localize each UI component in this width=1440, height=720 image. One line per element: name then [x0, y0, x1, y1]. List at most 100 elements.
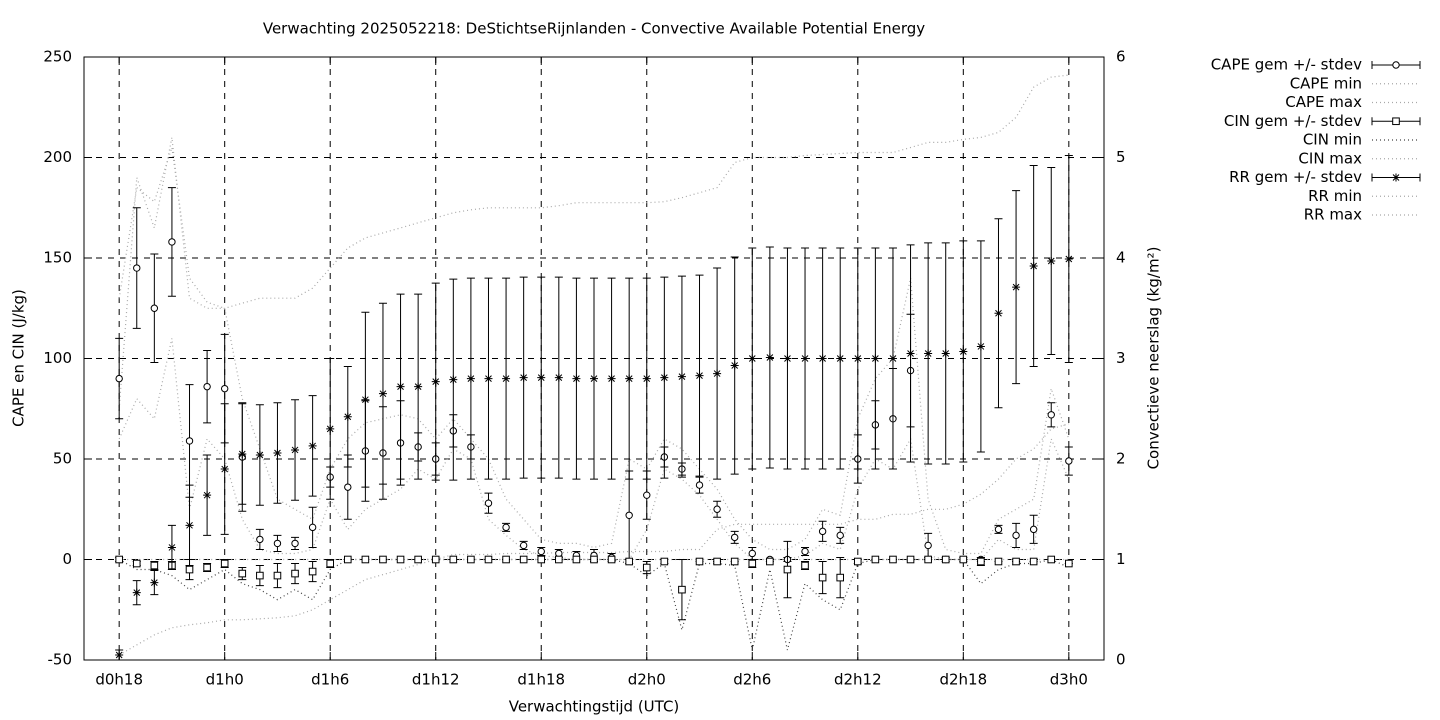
data-point — [1065, 457, 1073, 465]
data-point — [941, 555, 950, 564]
legend-label: CAPE min — [1290, 74, 1362, 92]
data-point — [783, 354, 792, 363]
data-point — [220, 384, 229, 393]
data-point — [695, 371, 704, 380]
data-point — [203, 563, 211, 572]
data-point — [519, 541, 528, 550]
data-point — [994, 309, 1003, 318]
data-point — [994, 557, 1003, 566]
data-point — [976, 342, 985, 351]
data-point — [537, 555, 546, 564]
data-point — [818, 527, 827, 536]
legend-label: RR max — [1304, 206, 1362, 224]
legend-label: CAPE gem +/- stdev — [1211, 56, 1362, 74]
x-axis-label: Verwachtingstijd (UTC) — [509, 698, 680, 716]
data-point — [713, 557, 721, 566]
data-point — [291, 539, 299, 548]
data-point — [1047, 257, 1056, 266]
data-point — [888, 354, 897, 363]
data-point — [572, 374, 581, 383]
data-point — [906, 555, 915, 564]
data-point — [836, 354, 845, 363]
data-point — [326, 424, 335, 433]
legend-label: CIN gem +/- stdev — [1224, 112, 1362, 130]
y2-tick-label: 4 — [1116, 249, 1126, 267]
data-point — [836, 573, 845, 582]
data-point — [466, 374, 475, 383]
y-tick-label: -50 — [48, 651, 73, 669]
data-point — [660, 557, 669, 566]
data-point — [924, 541, 932, 550]
data-point — [748, 559, 757, 568]
y-axis-label: CAPE en CIN (J/kg) — [10, 289, 28, 427]
data-point — [115, 650, 124, 659]
data-point — [607, 374, 616, 383]
data-point — [1029, 557, 1038, 566]
data-point — [185, 521, 194, 530]
y-tick-label: 150 — [43, 249, 72, 267]
data-point — [643, 491, 651, 499]
data-point — [308, 441, 317, 450]
data-point — [836, 531, 844, 540]
data-point — [766, 557, 774, 566]
data-point — [713, 369, 722, 378]
data-point — [537, 373, 546, 382]
data-point — [941, 349, 950, 358]
data-point — [273, 448, 282, 457]
plot-border — [83, 56, 1105, 661]
x-tick-label: d0h18 — [95, 671, 143, 689]
data-point — [291, 445, 300, 454]
data-point — [730, 361, 739, 370]
data-point — [185, 565, 194, 574]
data-point — [924, 555, 932, 564]
data-point — [748, 354, 757, 363]
data-point — [115, 555, 123, 564]
data-point — [590, 374, 598, 383]
data-point — [853, 354, 862, 363]
data-point — [167, 543, 176, 552]
data-point — [484, 555, 493, 564]
data-point — [132, 588, 141, 597]
x-tick-label: d1h0 — [206, 671, 244, 689]
data-point — [308, 523, 317, 532]
data-point — [625, 511, 633, 519]
data-point — [220, 559, 229, 568]
data-point — [150, 304, 159, 312]
data-point — [185, 437, 194, 445]
data-point — [537, 547, 545, 556]
x-tick-label: d1h6 — [311, 671, 349, 689]
data-point — [308, 567, 317, 576]
data-point — [238, 569, 247, 578]
data-point — [343, 412, 352, 421]
chart-title: Verwachting 2025052218: DeStichtseRijnla… — [263, 20, 925, 38]
range-line — [118, 74, 1069, 409]
data-point — [203, 491, 212, 500]
y-tick-label: 50 — [53, 450, 72, 468]
data-point — [220, 465, 229, 474]
data-point — [256, 535, 264, 544]
data-point — [414, 555, 422, 564]
data-point — [519, 555, 528, 564]
y2-tick-label: 5 — [1116, 148, 1126, 166]
data-point — [150, 561, 159, 570]
data-point — [502, 374, 511, 383]
data-point — [291, 569, 299, 578]
data-point — [748, 549, 756, 558]
legend-marker — [1392, 61, 1400, 69]
data-point — [642, 374, 651, 383]
data-point — [713, 505, 721, 513]
data-point — [678, 585, 686, 594]
y2-tick-label: 3 — [1116, 349, 1126, 367]
y-tick-label: 200 — [43, 148, 72, 166]
data-point — [977, 557, 985, 566]
data-point — [730, 557, 739, 566]
data-point — [1047, 555, 1056, 564]
data-point — [467, 555, 475, 564]
data-point — [555, 555, 563, 564]
data-point — [203, 382, 211, 391]
data-point — [502, 555, 510, 564]
y2-tick-label: 2 — [1116, 450, 1126, 468]
data-point — [660, 373, 669, 382]
